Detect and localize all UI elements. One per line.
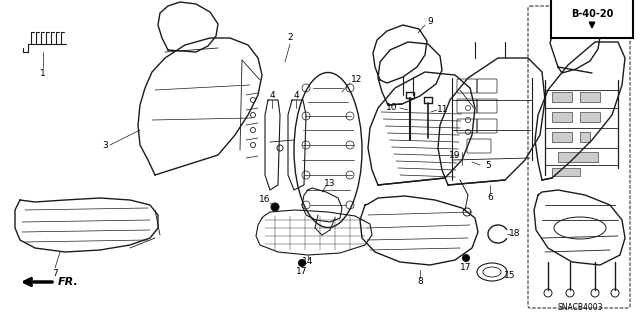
Text: 17: 17 <box>296 268 308 277</box>
Bar <box>552 92 572 102</box>
Text: 17: 17 <box>460 263 472 272</box>
Bar <box>580 112 600 122</box>
Text: 14: 14 <box>302 257 314 266</box>
Bar <box>580 132 590 142</box>
Text: 11: 11 <box>437 106 449 115</box>
Text: 18: 18 <box>509 229 521 239</box>
Text: 4: 4 <box>269 91 275 100</box>
Text: B-40-20: B-40-20 <box>571 9 613 19</box>
Text: SNACB4003: SNACB4003 <box>557 303 603 313</box>
Circle shape <box>298 259 305 266</box>
Text: 8: 8 <box>417 278 423 286</box>
Text: 5: 5 <box>485 160 491 169</box>
Text: 13: 13 <box>324 179 336 188</box>
Text: 12: 12 <box>351 76 363 85</box>
Text: 9: 9 <box>427 18 433 26</box>
Circle shape <box>463 255 470 262</box>
Text: 7: 7 <box>52 270 58 278</box>
Bar <box>552 132 572 142</box>
Bar <box>580 92 600 102</box>
Text: 4: 4 <box>293 91 299 100</box>
Text: 1: 1 <box>40 70 46 78</box>
Text: 6: 6 <box>487 194 493 203</box>
Text: 2: 2 <box>287 33 293 42</box>
Bar <box>558 152 598 162</box>
Bar <box>552 112 572 122</box>
Text: 19: 19 <box>449 151 461 160</box>
Text: 3: 3 <box>102 140 108 150</box>
Bar <box>552 168 580 176</box>
Text: 16: 16 <box>259 196 271 204</box>
Text: 10: 10 <box>387 103 397 113</box>
Text: FR.: FR. <box>58 277 79 287</box>
Circle shape <box>271 203 279 211</box>
Text: 15: 15 <box>504 271 516 279</box>
